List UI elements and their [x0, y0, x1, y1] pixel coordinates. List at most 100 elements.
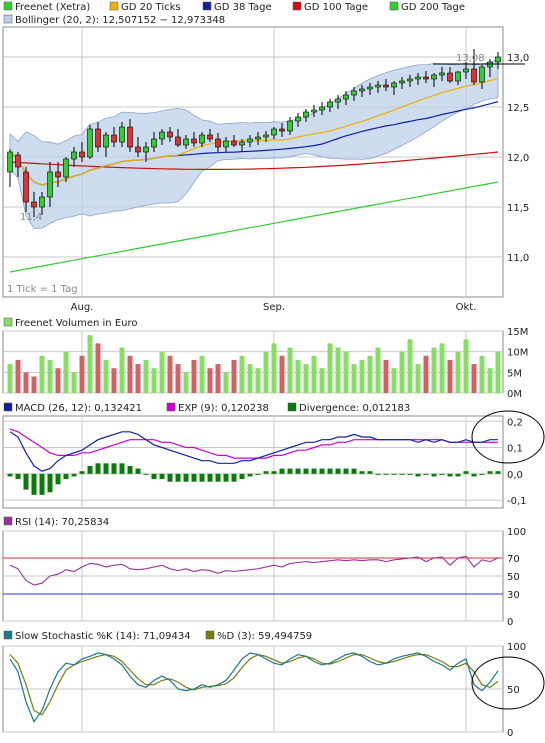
macd-panel: MACD (26, 12): 0,132421 EXP (9): 0,12023… — [2, 402, 545, 509]
volume-bar — [247, 364, 253, 393]
divergence-bar — [295, 468, 301, 474]
volume-bar — [71, 372, 77, 393]
legend-swatch-stoch-d — [205, 630, 215, 640]
legend-swatch-bollinger — [3, 14, 13, 24]
stoch-d-legend-label: %D (3): 59,494759 — [217, 631, 312, 642]
candle-body — [39, 196, 45, 208]
divergence-bar — [391, 473, 397, 475]
volume-bar — [487, 368, 493, 393]
volume-bar — [415, 364, 421, 393]
divergence-bar — [183, 473, 189, 482]
divergence-bar — [271, 471, 277, 474]
divergence-bar — [111, 463, 117, 474]
volume-bar — [111, 368, 117, 393]
volume-bar — [199, 355, 205, 393]
divergence-bar — [407, 473, 413, 475]
candle-body — [311, 109, 317, 113]
divergence-bar — [279, 468, 285, 474]
volume-panel: Freenet Volumen in Euro 0M 5M 10M 15M — [2, 317, 528, 400]
candle-body — [223, 140, 229, 148]
volume-bar — [375, 347, 381, 393]
candle-body — [55, 171, 61, 178]
divergence-bar — [335, 468, 341, 474]
divergence-bar — [383, 473, 389, 475]
candle-body — [79, 151, 85, 158]
divergence-bar — [415, 473, 421, 477]
candle-body — [191, 138, 197, 144]
divergence-bar — [463, 471, 469, 474]
candle-body — [255, 136, 261, 140]
divergence-bar — [399, 473, 405, 475]
divergence-bar — [79, 471, 85, 474]
bollinger-label: Bollinger (20, 2): 12,507152 − 12,973348 — [15, 15, 225, 26]
volume-bar — [239, 355, 245, 393]
moving-averages — [9, 78, 499, 273]
rsi-y-tick-label: 70 — [507, 554, 520, 565]
rsi-y-tick-label: 30 — [507, 590, 520, 601]
divergence-bar — [447, 473, 453, 477]
volume-bar — [495, 351, 501, 393]
divergence-bar — [311, 468, 317, 474]
candle-body — [63, 158, 69, 178]
volume-bars — [7, 335, 501, 393]
candle-body — [215, 138, 221, 148]
volume-bar — [127, 355, 133, 393]
stoch-k-legend-label: Slow Stochastic %K (14): 71,09434 — [15, 631, 191, 642]
candle-body — [343, 94, 349, 100]
divergence-bar — [359, 471, 365, 474]
legend-swatch-freenet — [3, 1, 13, 11]
candle-body — [263, 134, 269, 138]
volume-bar — [359, 359, 365, 393]
divergence-bar — [15, 473, 21, 480]
divergence-bar — [455, 473, 461, 477]
tick-note: 1 Tick = 1 Tag — [7, 284, 78, 295]
divergence-legend-label: Divergence: 0,012183 — [299, 403, 410, 414]
exp-line — [9, 428, 498, 459]
volume-bar — [183, 372, 189, 393]
candle-body — [119, 126, 125, 143]
price-y-tick-label: 12,0 — [507, 153, 529, 164]
legend-swatch-volume — [3, 317, 13, 327]
candle-body — [319, 106, 325, 111]
volume-bar — [255, 368, 261, 393]
divergence-bar — [127, 465, 133, 474]
volume-y-tick-label: 10M — [507, 348, 528, 359]
divergence-bar — [71, 473, 77, 477]
volume-bar — [463, 339, 469, 393]
candle-body — [15, 154, 21, 168]
legend-swatch-gd100 — [292, 1, 302, 11]
candle-body — [151, 138, 157, 148]
legend-label-gd20: GD 20 Ticks — [121, 2, 181, 13]
legend-label-gd38: GD 38 Tage — [214, 2, 272, 13]
stoch-highlight-ellipse — [471, 656, 545, 710]
volume-bar — [303, 364, 309, 393]
volume-bar — [151, 368, 157, 393]
candle-body — [127, 126, 133, 148]
divergence-bar — [151, 473, 157, 480]
legend-label-freenet: Freenet (Xetra) — [15, 2, 90, 13]
divergence-bar — [7, 473, 13, 477]
stochastic-lines — [9, 652, 499, 723]
candle-body — [167, 131, 173, 138]
bollinger-band — [9, 58, 499, 229]
volume-bar — [63, 351, 69, 393]
divergence-bar — [175, 473, 181, 482]
divergence-bar — [423, 473, 429, 475]
macd-plot-frame — [2, 415, 504, 509]
price-y-tick-label: 13,0 — [507, 53, 529, 64]
candle-body — [423, 76, 429, 80]
candle-body — [383, 84, 389, 88]
candle-body — [439, 72, 445, 76]
volume-bar — [343, 351, 349, 393]
volume-bar — [263, 351, 269, 393]
volume-legend-label: Freenet Volumen in Euro — [15, 318, 137, 329]
candle-body — [455, 71, 461, 82]
high-label: 13,08 — [456, 53, 485, 64]
divergence-bar — [39, 473, 45, 495]
stoch-y-tick-label: 50 — [507, 685, 520, 696]
candle-body — [231, 140, 237, 146]
macd-y-ticks: -0,1 0,0 0,1 0,2 — [507, 417, 527, 507]
candle-body — [87, 128, 93, 158]
divergence-bar — [439, 473, 445, 475]
